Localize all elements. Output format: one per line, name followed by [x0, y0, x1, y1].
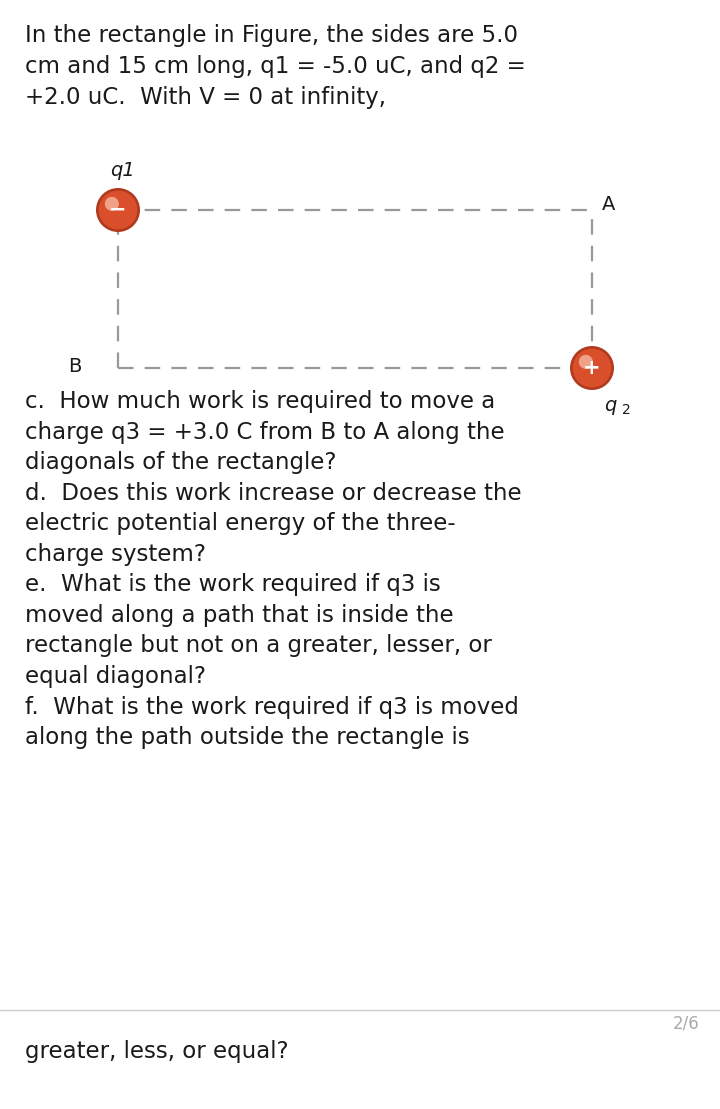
- Text: c.  How much work is required to move a
charge q3 = +3.0 C from B to A along the: c. How much work is required to move a c…: [25, 390, 521, 750]
- Text: q: q: [604, 396, 616, 415]
- Text: A: A: [602, 195, 616, 214]
- Ellipse shape: [96, 189, 140, 232]
- Text: +: +: [583, 358, 600, 378]
- Text: 2/6: 2/6: [673, 1015, 700, 1032]
- Text: greater, less, or equal?: greater, less, or equal?: [25, 1040, 289, 1064]
- Text: 2: 2: [622, 403, 631, 417]
- Text: B: B: [68, 356, 81, 376]
- Text: q1: q1: [110, 161, 135, 180]
- Ellipse shape: [579, 355, 593, 369]
- Ellipse shape: [105, 196, 119, 211]
- Text: −: −: [109, 200, 127, 220]
- Ellipse shape: [572, 348, 611, 387]
- Text: In the rectangle in Figure, the sides are 5.0
cm and 15 cm long, q1 = -5.0 uC, a: In the rectangle in Figure, the sides ar…: [25, 24, 526, 109]
- Ellipse shape: [570, 346, 614, 390]
- Ellipse shape: [99, 191, 138, 230]
